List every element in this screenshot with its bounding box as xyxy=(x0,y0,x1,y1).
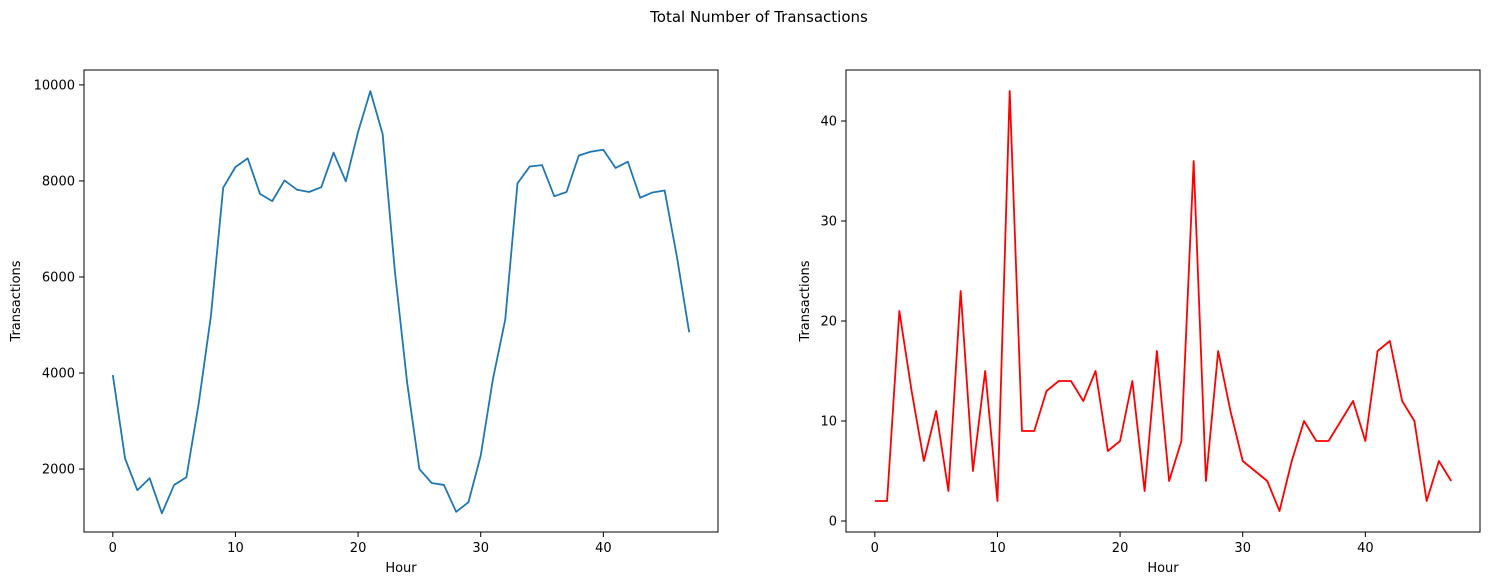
y-tick-label: 10 xyxy=(820,415,837,430)
x-tick-label: 30 xyxy=(1234,541,1251,556)
series-line xyxy=(111,90,691,515)
y-axis-label: Transactions xyxy=(9,260,24,342)
plot-frame xyxy=(83,69,719,533)
x-tick-label: 20 xyxy=(1112,541,1129,556)
y-tick-label: 20 xyxy=(820,315,837,330)
series-line xyxy=(874,90,1452,512)
chart-left: 0 10 20 30 40 2000 4000 6000 8000 10000 Hour Transa… xyxy=(9,69,719,576)
chart-right: 0 10 20 30 40 0 10 20 30 40 Hour Transactions xyxy=(798,69,1481,576)
y-tick-label: 2000 xyxy=(42,463,75,478)
x-tick-label: 40 xyxy=(595,541,612,556)
y-tick-label: 40 xyxy=(820,115,837,130)
y-tick-label: 0 xyxy=(829,515,837,530)
x-tick-label: 40 xyxy=(1357,541,1374,556)
x-tick-label: 20 xyxy=(350,541,367,556)
x-tick-label: 10 xyxy=(227,541,244,556)
plot-frame xyxy=(845,69,1481,533)
y-tick-label: 8000 xyxy=(42,174,75,189)
y-tick-label: 4000 xyxy=(42,367,75,382)
figure-title: Total Number of Transactions xyxy=(649,8,868,26)
y-tick-label: 10000 xyxy=(34,78,75,93)
x-tick-label: 30 xyxy=(472,541,489,556)
x-axis-label: Hour xyxy=(385,561,417,576)
y-tick-label: 6000 xyxy=(42,270,75,285)
y-axis-label: Transactions xyxy=(798,260,813,342)
y-tick-label: 30 xyxy=(820,215,837,230)
x-tick-label: 10 xyxy=(989,541,1006,556)
x-axis-label: Hour xyxy=(1147,561,1179,576)
x-tick-label: 0 xyxy=(109,541,117,556)
x-tick-label: 0 xyxy=(871,541,879,556)
